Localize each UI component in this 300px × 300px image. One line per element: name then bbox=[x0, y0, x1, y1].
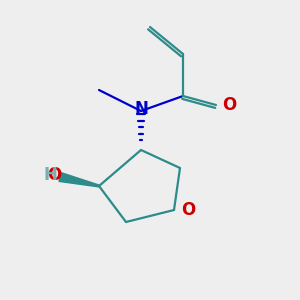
Text: H: H bbox=[43, 167, 57, 184]
Text: N: N bbox=[134, 100, 148, 118]
Text: O: O bbox=[222, 96, 236, 114]
Polygon shape bbox=[59, 172, 99, 187]
Text: O: O bbox=[47, 167, 61, 184]
Text: O: O bbox=[182, 201, 196, 219]
